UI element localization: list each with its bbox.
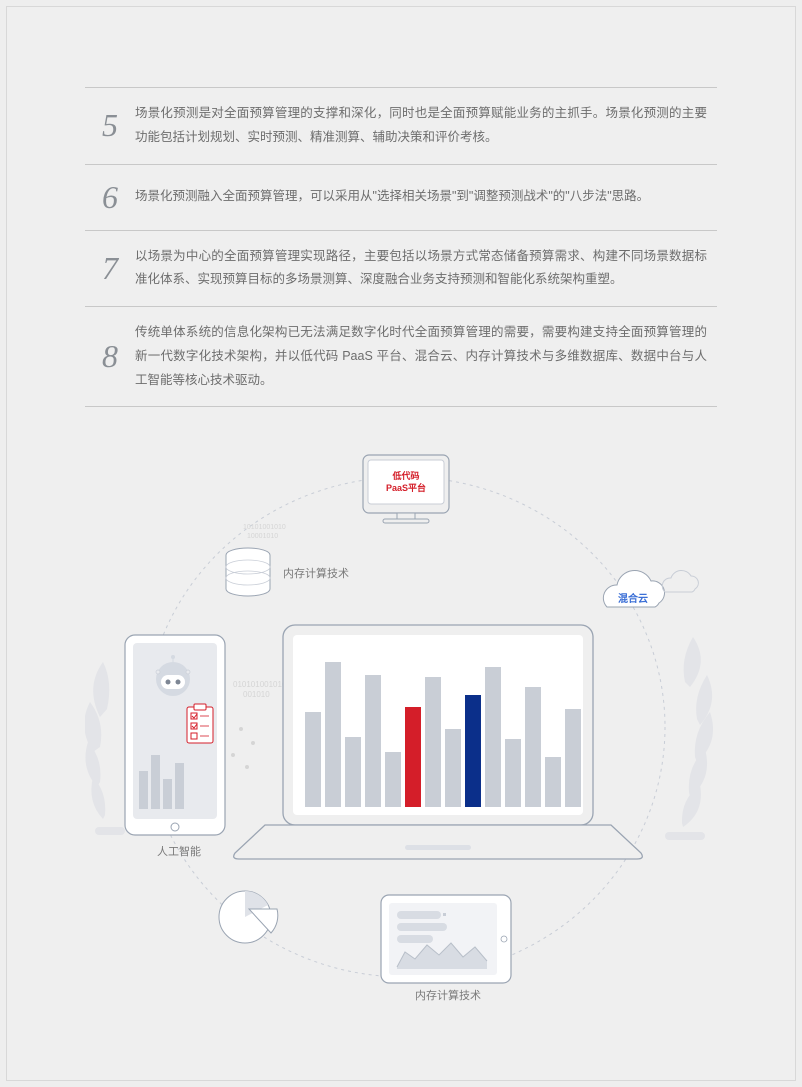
svg-text:10001010: 10001010 <box>247 533 278 540</box>
item-number: 7 <box>85 250 135 287</box>
chart-bar <box>385 752 401 807</box>
chart-bar <box>465 695 481 807</box>
chart-bar <box>365 675 381 807</box>
item-text: 以场景为中心的全面预算管理实现路径，主要包括以场景方式常态储备预算需求、构建不同… <box>135 245 717 293</box>
chart-bar <box>305 712 321 807</box>
monitor-icon: 低代码 PaaS平台 <box>363 455 449 523</box>
cloud-icon: 混合云 <box>603 571 698 608</box>
phone-chart-bar <box>175 763 184 809</box>
leaf-left-icon <box>85 662 125 835</box>
chart-bar <box>405 707 421 807</box>
phone-icon <box>125 635 225 835</box>
svg-text:混合云: 混合云 <box>618 592 648 605</box>
ai-label: 人工智能 <box>157 844 201 858</box>
mem-label-2: 内存计算技术 <box>415 988 481 1002</box>
chart-bar <box>525 687 541 807</box>
tablet-icon <box>381 895 511 983</box>
svg-text:低代码: 低代码 <box>391 470 419 481</box>
illustration: 低代码 PaaS平台 10101001010 10001010 内存计算技术 混… <box>85 447 717 1007</box>
pie-chart-icon <box>219 891 278 943</box>
server-icon: 10101001010 10001010 <box>226 524 286 596</box>
item-number: 8 <box>85 338 135 375</box>
phone-chart-bar <box>151 755 160 809</box>
chart-bar <box>425 677 441 807</box>
chart-bar <box>545 757 561 807</box>
svg-text:10101001010: 10101001010 <box>243 524 286 531</box>
svg-text:PaaS平台: PaaS平台 <box>386 482 426 493</box>
leaf-right-icon <box>665 637 713 840</box>
item-number: 6 <box>85 179 135 216</box>
binary-text-icon: 001010 <box>243 690 270 699</box>
item-text: 场景化预测融入全面预算管理，可以采用从"选择相关场景"到"调整预测战术"的"八步… <box>135 185 659 209</box>
list-item-8: 8 传统单体系统的信息化架构已无法满足数字化时代全面预算管理的需要，需要构建支持… <box>85 306 717 407</box>
list-item-5: 5 场景化预测是对全面预算管理的支撑和深化，同时也是全面预算赋能业务的主抓手。场… <box>85 87 717 164</box>
chart-bar <box>485 667 501 807</box>
chart-bar <box>445 729 461 807</box>
chart-bar <box>325 662 341 807</box>
laptop-icon <box>234 625 643 859</box>
item-number: 5 <box>85 107 135 144</box>
chart-bar <box>345 737 361 807</box>
phone-chart-bar <box>139 771 148 809</box>
list-item-6: 6 场景化预测融入全面预算管理，可以采用从"选择相关场景"到"调整预测战术"的"… <box>85 164 717 230</box>
chart-bar <box>565 709 581 807</box>
list-item-7: 7 以场景为中心的全面预算管理实现路径，主要包括以场景方式常态储备预算需求、构建… <box>85 230 717 307</box>
item-text: 场景化预测是对全面预算管理的支撑和深化，同时也是全面预算赋能业务的主抓手。场景化… <box>135 102 717 150</box>
mem-label-1: 内存计算技术 <box>283 566 349 580</box>
binary-text-icon: 010101001010 <box>233 680 287 689</box>
item-text: 传统单体系统的信息化架构已无法满足数字化时代全面预算管理的需要，需要构建支持全面… <box>135 321 717 392</box>
chart-bar <box>505 739 521 807</box>
phone-chart-bar <box>163 779 172 809</box>
